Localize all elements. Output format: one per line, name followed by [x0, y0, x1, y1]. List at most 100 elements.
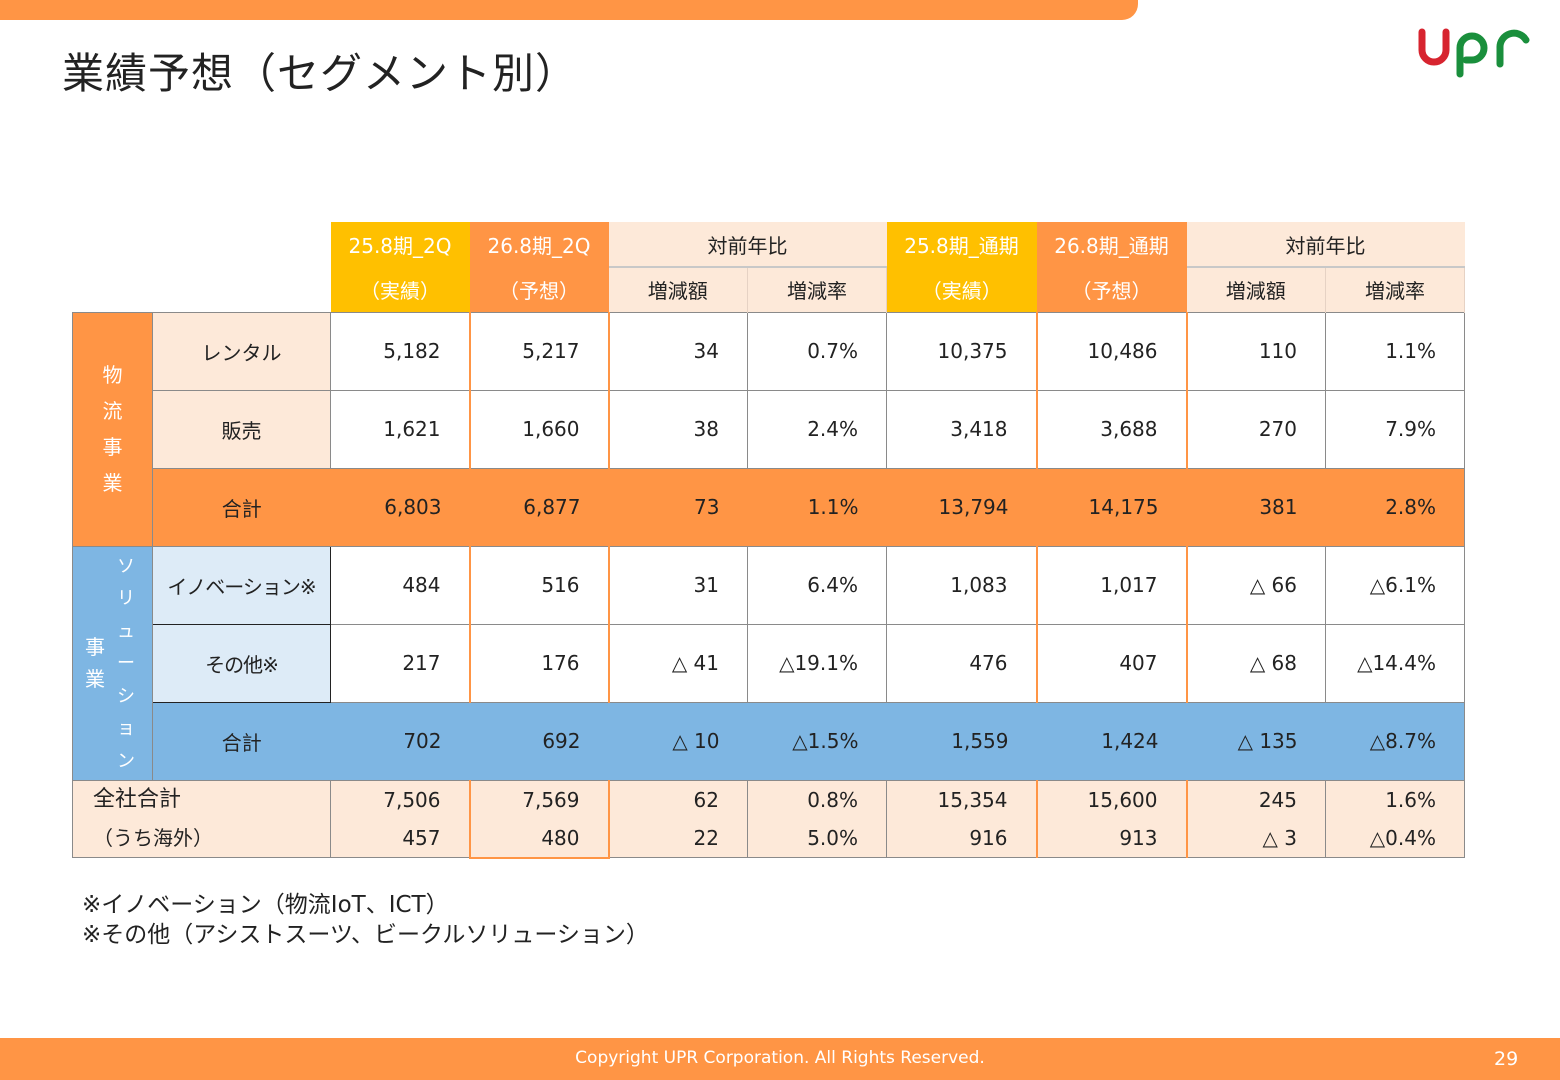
- overseas-value: △0.4%: [1369, 825, 1436, 850]
- header-25-2q-sub: （実績）: [330, 267, 470, 312]
- value-cell: 3,688: [1035, 389, 1188, 469]
- value-cell: 14,175: [1036, 467, 1187, 547]
- table-row: 事 業 ソ リ ュ ー シ ョ ン イノベーション※ 484 516 31 6.…: [72, 545, 1465, 781]
- value-cell: 1,559: [886, 701, 1037, 781]
- row-label-logistics-total: 合計: [152, 467, 331, 547]
- row-label-sales: 販売: [152, 389, 331, 469]
- value-cell: 5,217: [468, 311, 610, 391]
- value-cell: △ 41: [608, 623, 748, 703]
- value-cell: △ 68: [1186, 623, 1326, 703]
- total-value: 0.8%: [807, 787, 858, 812]
- value-cell: 2.8%: [1325, 467, 1465, 547]
- value-cell: 1.6% △0.4%: [1325, 779, 1465, 858]
- group-logistics-char: 流: [102, 399, 123, 423]
- value-cell: 5,182: [330, 311, 470, 391]
- table-row-logistics-total: 合計 6,803 6,877 73 1.1% 13,794 14,175 381…: [73, 467, 1465, 547]
- total-value: 62: [693, 787, 719, 812]
- company-total-label: 全社合計: [93, 786, 182, 812]
- value-cell: 381: [1186, 467, 1326, 547]
- total-value: 15,354: [937, 787, 1008, 812]
- overseas-value: 480: [541, 825, 580, 850]
- total-value: 7,506: [383, 787, 441, 812]
- value-cell: △14.4%: [1325, 623, 1465, 703]
- header-26-2q: 26.8期_2Q: [469, 222, 609, 267]
- footnotes: ※イノベーション（物流IoT、ICT） ※その他（アシストスーツ、ビークルソリュ…: [82, 890, 649, 950]
- header-rate-2q: 増減率: [747, 266, 887, 312]
- value-cell: 1.1%: [747, 467, 887, 547]
- value-cell: 1,083: [886, 545, 1037, 625]
- value-cell: 217: [330, 623, 470, 703]
- value-cell: △ 10: [608, 701, 748, 781]
- value-cell: 245 △ 3: [1186, 779, 1326, 858]
- footer-bar: Copyright UPR Corporation. All Rights Re…: [0, 1038, 1560, 1080]
- page-number: 29: [1494, 1048, 1519, 1070]
- value-cell: △8.7%: [1325, 701, 1465, 781]
- row-label-rental: レンタル: [152, 311, 331, 391]
- value-cell: 15,600 913: [1035, 779, 1188, 858]
- upr-logo: [1418, 28, 1530, 78]
- value-cell: 7,506 457: [330, 779, 470, 858]
- overseas-value: 5.0%: [807, 825, 858, 850]
- value-cell: △1.5%: [747, 701, 887, 781]
- value-cell: 484: [330, 545, 470, 625]
- group-jigyo-char: 事: [85, 634, 105, 659]
- group-logistics-char: 業: [102, 471, 123, 495]
- header-diff-full: 増減額: [1186, 266, 1326, 312]
- table-row: 物 流 事 業 レンタル 5,182 5,217 34 0.7% 10,375 …: [72, 311, 1465, 547]
- header-row-1: 25.8期_2Q 26.8期_2Q 対前年比 25.8期_通期 26.8期_通期…: [72, 222, 1465, 267]
- header-rate-full: 増減率: [1325, 266, 1465, 312]
- value-cell: △6.1%: [1325, 545, 1465, 625]
- value-cell: 1,017: [1035, 545, 1188, 625]
- row-label-solution-total: 合計: [152, 701, 331, 781]
- group-solution-char: ョ: [117, 718, 135, 739]
- value-cell: 10,375: [886, 311, 1037, 391]
- table-row-solution-total: 合計 702 692 △ 10 △1.5% 1,559 1,424 △ 135 …: [73, 701, 1465, 781]
- header-blank-2: [72, 267, 331, 312]
- header-yoy-2q: 対前年比: [608, 222, 887, 267]
- value-cell: 702: [330, 701, 470, 781]
- value-cell: △19.1%: [747, 623, 887, 703]
- value-cell: 31: [608, 545, 748, 625]
- table-row: その他※ 217 176 △ 41 △19.1% 476 407 △ 68 △1…: [73, 623, 1465, 703]
- value-cell: 6,803: [330, 467, 470, 547]
- header-row-2: （実績） （予想） 増減額 増減率 （実績） （予想） 増減額 増減率: [72, 266, 1465, 312]
- value-cell: 6,877: [469, 467, 609, 547]
- overseas-value: △ 3: [1262, 825, 1297, 850]
- table-row-company-total: 全社合計 （うち海外） 7,506 457 7,569 480 62 22 0.8% 5…: [72, 779, 1465, 859]
- value-cell: 15,354 916: [886, 779, 1037, 858]
- copyright-text: Copyright UPR Corporation. All Rights Re…: [575, 1048, 985, 1068]
- value-cell: 692: [469, 701, 609, 781]
- value-cell: △ 66: [1186, 545, 1326, 625]
- row-label-innovation: イノベーション※: [152, 545, 331, 625]
- segment-forecast-table: 25.8期_2Q 26.8期_2Q 対前年比 25.8期_通期 26.8期_通期…: [72, 222, 1465, 859]
- value-cell: 516: [468, 545, 610, 625]
- header-blank: [72, 222, 331, 267]
- total-value: 15,600: [1087, 787, 1158, 812]
- value-cell: △ 135: [1186, 701, 1326, 781]
- total-value: 245: [1258, 787, 1297, 812]
- value-cell: 110: [1186, 311, 1326, 391]
- header-26-full-sub: （予想）: [1036, 267, 1187, 312]
- value-cell: 6.4%: [747, 545, 887, 625]
- group-solution-char: シ: [117, 685, 135, 707]
- footnote-innovation: ※イノベーション（物流IoT、ICT）: [82, 892, 449, 918]
- value-cell: 38: [608, 389, 748, 469]
- value-cell: 0.8% 5.0%: [747, 779, 887, 858]
- value-cell: 10,486: [1035, 311, 1188, 391]
- header-25-full-sub: （実績）: [886, 267, 1037, 312]
- footnote-other: ※その他（アシストスーツ、ビークルソリューション）: [82, 922, 649, 948]
- value-cell: 476: [886, 623, 1037, 703]
- value-cell: 0.7%: [747, 311, 887, 391]
- value-cell: 1,621: [330, 389, 470, 469]
- group-logistics-char: 物: [102, 363, 123, 387]
- group-jigyo-char: 業: [85, 666, 105, 691]
- table-row: 販売 1,621 1,660 38 2.4% 3,418 3,688 270 7…: [73, 389, 1465, 469]
- header-yoy-full: 対前年比: [1186, 222, 1465, 267]
- value-cell: 1,424: [1036, 701, 1187, 781]
- overseas-value: 457: [402, 825, 441, 850]
- value-cell: 2.4%: [747, 389, 887, 469]
- group-logistics-char: 事: [102, 435, 123, 459]
- overseas-value: 22: [693, 825, 719, 850]
- total-value: 7,569: [522, 787, 580, 812]
- header-26-full: 26.8期_通期: [1036, 222, 1187, 267]
